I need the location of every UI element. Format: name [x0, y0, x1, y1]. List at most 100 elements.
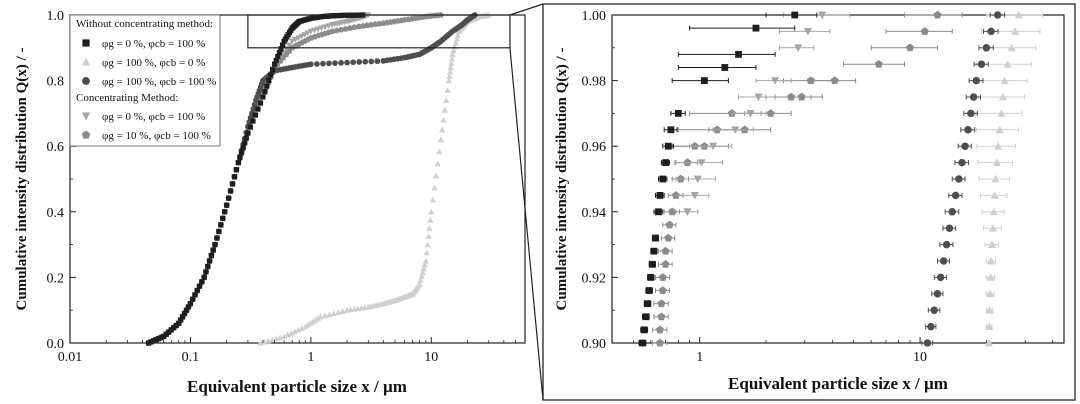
legend-entry: φg = 100 %, φcb = 0 % [81, 57, 205, 69]
series-1 [257, 11, 492, 346]
data-point [178, 317, 184, 323]
data-point [655, 338, 664, 347]
data-point [731, 126, 740, 134]
data-point [662, 159, 669, 166]
data-point [648, 260, 656, 268]
data-point [192, 292, 198, 298]
data-point [998, 92, 1008, 101]
legend-entry: φg = 100 %, φcb = 100 % [82, 76, 216, 88]
data-point [656, 192, 664, 199]
data-point [272, 61, 278, 67]
x-tick-label: 1 [696, 350, 703, 365]
legend-label: φg = 10 %, φcb = 100 % [102, 130, 211, 142]
data-point [432, 172, 440, 179]
data-point [251, 101, 258, 108]
data-point [665, 220, 674, 229]
y-tick-label: 0.0 [47, 337, 65, 352]
zoom-connector-top [509, 3, 544, 16]
data-point [674, 110, 682, 117]
data-point [321, 24, 329, 31]
left-panel: 0.01 0.1 1 10 0.0 0.2 0.4 0.6 0.8 1.0 Without co… [14, 9, 526, 396]
data-point [639, 339, 646, 347]
data-point [987, 240, 997, 248]
data-point [307, 28, 314, 35]
data-point [423, 249, 430, 256]
data-point [218, 222, 224, 228]
data-point [652, 234, 659, 242]
data-point [295, 35, 302, 42]
data-point [942, 240, 951, 249]
legend-entry: φg = 0 %, φcb = 100 % [82, 38, 205, 50]
data-point [214, 235, 220, 241]
data-point [655, 208, 662, 216]
data-point [332, 60, 338, 66]
data-point [436, 148, 443, 155]
data-point [420, 265, 427, 272]
data-point [344, 59, 350, 66]
y-tick-label: 0.6 [47, 140, 65, 155]
data-point [797, 92, 806, 101]
series-2 [921, 11, 1006, 347]
data-point [642, 313, 650, 321]
data-point [264, 83, 270, 89]
data-point [441, 107, 448, 113]
data-point [216, 228, 222, 235]
y-tick-label: 0.8 [47, 75, 65, 90]
data-point [291, 328, 298, 335]
data-point [961, 142, 969, 150]
data-point [443, 97, 450, 103]
legend-marker [81, 112, 91, 121]
right-x-axis-label: Equivalent particle size x / µm [728, 374, 948, 393]
data-point [658, 286, 667, 294]
right-panel: 1 10 0.90 0.92 0.94 0.96 0.98 1.00 Equivalent … [542, 3, 1076, 401]
data-point [224, 202, 230, 208]
data-point [920, 27, 929, 35]
data-point [422, 257, 429, 264]
data-point [452, 39, 459, 46]
left-y-axis-label: Cumulative intensity distribution Q(x) /… [14, 48, 30, 311]
data-point [314, 315, 322, 321]
data-point [647, 274, 655, 281]
data-point [220, 215, 226, 221]
zoom-connector-bottom [509, 47, 544, 401]
data-point [298, 325, 305, 331]
data-point [667, 126, 675, 134]
data-point [905, 43, 915, 52]
data-point [818, 11, 827, 20]
data-point [429, 196, 436, 203]
data-point [289, 38, 296, 45]
data-point [419, 269, 426, 276]
data-point [312, 316, 319, 323]
data-point [325, 23, 332, 30]
data-point [268, 72, 274, 78]
data-point [1000, 76, 1009, 84]
data-point [645, 287, 653, 294]
data-point [212, 242, 218, 248]
data-point [977, 60, 986, 68]
data-point [668, 207, 677, 216]
data-point [985, 322, 994, 330]
data-point [994, 142, 1003, 150]
data-point [927, 322, 935, 331]
data-point [444, 87, 451, 94]
data-point [247, 124, 253, 130]
data-point [255, 106, 261, 112]
data-point [658, 273, 667, 281]
data-point [298, 33, 305, 40]
data-point [439, 126, 446, 133]
legend-heading-without: Without concentrating method: [76, 18, 213, 30]
data-point [176, 320, 182, 326]
legend-marker [81, 130, 91, 139]
data-point [304, 30, 311, 37]
data-point [431, 184, 438, 191]
data-point [791, 11, 799, 19]
y-tick-label: 1.0 [47, 9, 65, 24]
data-point [986, 256, 996, 265]
data-point [446, 68, 454, 75]
data-point [969, 93, 978, 101]
data-point [721, 64, 729, 71]
data-point [992, 158, 1001, 166]
data-point [657, 299, 666, 308]
data-point [644, 300, 651, 308]
data-point [311, 27, 318, 34]
